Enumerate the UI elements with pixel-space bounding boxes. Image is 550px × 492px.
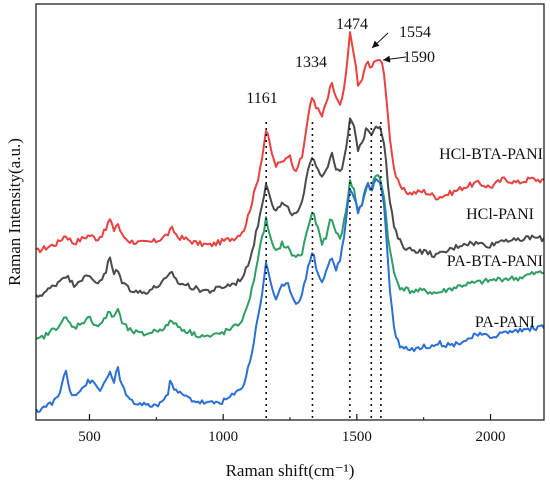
- series-label-pa-pani: PA-PANI: [475, 314, 535, 331]
- arrow-1590-head: [383, 55, 391, 63]
- series-labels: HCl-BTA-PANI HCl-PANI PA-BTA-PANI PA-PANI: [439, 146, 543, 331]
- peak-label-1554: 1554: [399, 24, 431, 41]
- peak-labels: 1161 1334 1474 1554 1590: [246, 16, 435, 107]
- y-axis-title: Raman Intensity(a.u.): [5, 138, 24, 286]
- series-line-pa-pani: [35, 178, 545, 414]
- peak-label-1161: 1161: [246, 90, 277, 107]
- x-axis-ticks: 500 1000 1500 2000: [78, 414, 506, 445]
- x-tick-label: 500: [78, 429, 101, 445]
- x-tick-label: 1000: [208, 429, 238, 445]
- series-lines: [35, 31, 545, 414]
- peak-label-1590: 1590: [403, 49, 435, 66]
- series-line-hcl-bta-pani: [35, 31, 545, 254]
- series-label-pa-bta-pani: PA-BTA-PANI: [447, 253, 543, 270]
- peak-guides: [265, 122, 382, 420]
- x-tick-label: 2000: [476, 429, 506, 445]
- peak-label-1334: 1334: [295, 54, 327, 71]
- peak-label-1474: 1474: [336, 16, 368, 33]
- x-tick-label: 1500: [342, 429, 372, 445]
- series-label-hcl-bta-pani: HCl-BTA-PANI: [439, 146, 543, 163]
- series-line-hcl-pani: [35, 117, 545, 298]
- series-line-pa-bta-pani: [35, 174, 545, 340]
- arrow-1554-head: [372, 40, 380, 48]
- x-axis-title: Raman shift(cm⁻¹): [226, 461, 355, 480]
- series-label-hcl-pani: HCl-PANI: [466, 206, 534, 223]
